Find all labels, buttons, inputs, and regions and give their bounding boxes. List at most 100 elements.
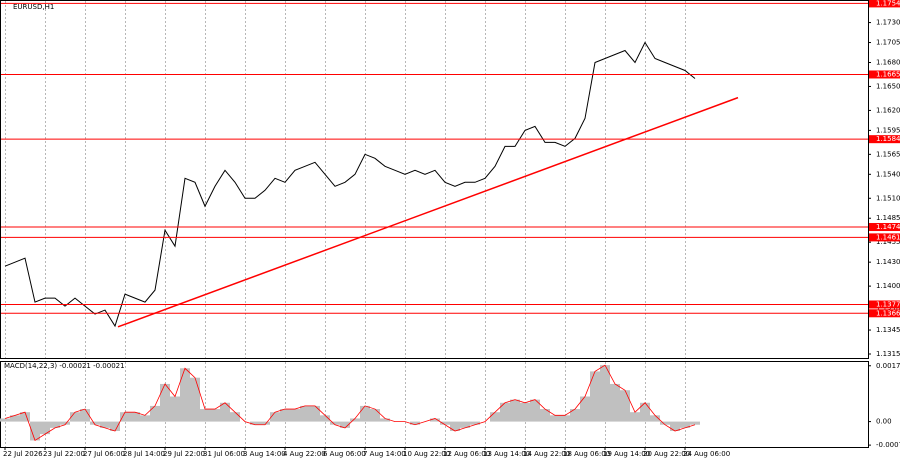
y-tick-label: 1.1430: [876, 258, 900, 266]
y-tick-label: 1.1485: [876, 214, 900, 222]
macd-bar: [20, 412, 30, 422]
macd-bar: [450, 421, 460, 432]
macd-bar: [630, 412, 640, 422]
level-label: 1.1754: [876, 0, 900, 7]
y-tick-label: 1.1565: [876, 150, 900, 158]
price-panel: [0, 0, 869, 359]
x-tick-label: 7 Aug 14:00: [363, 450, 406, 458]
macd-panel: [0, 361, 869, 448]
level-label: 1.1474: [876, 223, 900, 231]
macd-bar: [440, 421, 450, 425]
level-label: 1.1584: [876, 135, 900, 143]
x-tick-label: 6 Aug 06:00: [323, 450, 366, 458]
macd-bar: [560, 415, 570, 422]
macd-bar: [430, 418, 440, 422]
level-tag: [869, 70, 900, 79]
macd-bar: [500, 402, 510, 422]
x-tick-label: 23 Jul 22:00: [43, 450, 85, 458]
macd-bar: [520, 402, 530, 422]
macd-bar: [470, 421, 480, 425]
level-tag: [869, 233, 900, 242]
macd-bar: [30, 421, 40, 441]
macd-bar: [370, 409, 380, 422]
y-tick-label: 1.1730: [876, 19, 900, 27]
macd-bar: [150, 405, 160, 422]
macd-bar: [410, 421, 420, 425]
macd-bar: [380, 418, 390, 422]
macd-bar: [570, 409, 580, 422]
macd-bar: [340, 421, 350, 428]
macd-bar: [160, 383, 170, 422]
macd-bar: [640, 402, 650, 422]
macd-bar: [360, 405, 370, 422]
macd-bar: [580, 396, 590, 422]
x-tick-label: 10 Aug 22:00: [403, 450, 450, 458]
price-line: [4, 41, 696, 328]
y-tick-label: 0.00: [876, 418, 892, 426]
y-tick-label: 0.00178: [876, 362, 900, 370]
chart-title: EURUSD,H1: [13, 3, 54, 11]
macd-bar: [350, 418, 360, 422]
macd-bar: [10, 415, 20, 422]
macd-bar: [600, 365, 610, 422]
macd-bar: [610, 383, 620, 422]
x-tick-label: 31 Jul 06:00: [203, 450, 245, 458]
macd-bar: [590, 371, 600, 422]
macd-bar: [690, 421, 700, 425]
level-label: 1.1377: [876, 300, 900, 308]
x-tick-label: 20 Aug 22:00: [643, 450, 690, 458]
macd-bar: [110, 421, 120, 432]
y-tick-label: 1.1510: [876, 194, 900, 202]
macd-bar: [260, 421, 270, 425]
x-tick-label: 24 Aug 06:00: [683, 450, 730, 458]
macd-bar: [210, 409, 220, 422]
x-tick-label: 14 Aug 22:00: [523, 450, 570, 458]
macd-outline: [4, 364, 696, 442]
x-tick-label: 13 Aug 14:00: [483, 450, 530, 458]
macd-bar: [230, 412, 240, 422]
y-tick-label: 1.1705: [876, 39, 900, 47]
macd-bar: [270, 412, 280, 422]
macd-bar: [330, 421, 340, 425]
y-tick-label: 1.1455: [876, 238, 900, 246]
macd-bar: [190, 377, 200, 422]
macd-bar: [120, 412, 130, 422]
macd-bar: [460, 421, 470, 428]
macd-bar: [670, 421, 680, 432]
level-tag: [869, 309, 900, 318]
x-tick-label: 28 Jul 14:00: [123, 450, 165, 458]
macd-bar: [620, 390, 630, 422]
x-tick-label: 18 Aug 06:00: [563, 450, 610, 458]
level-tag: [869, 300, 900, 309]
macd-bar: [280, 409, 290, 422]
macd-bar: [130, 412, 140, 422]
macd-bar: [80, 409, 90, 422]
macd-bar: [0, 418, 10, 422]
macd-bar: [140, 415, 150, 422]
level-label: 1.1665: [876, 70, 900, 78]
macd-bar: [40, 421, 50, 435]
level-label: 1.1461: [876, 233, 900, 241]
macd-bar: [290, 409, 300, 422]
macd-bar: [650, 415, 660, 422]
y-tick-label: 1.1345: [876, 326, 900, 334]
y-tick-label: 1.1680: [876, 58, 900, 66]
y-tick-label: 1.1400: [876, 282, 900, 290]
macd-bar: [200, 409, 210, 422]
macd-bar: [490, 412, 500, 422]
y-tick-label: 1.1595: [876, 126, 900, 134]
macd-bar: [510, 399, 520, 422]
y-tick-label: 1.1650: [876, 82, 900, 90]
level-tag: [869, 223, 900, 232]
y-tick-label: 1.1620: [876, 106, 900, 114]
macd-bar: [60, 421, 70, 425]
level-tag: [869, 135, 900, 144]
level-tag: [869, 0, 900, 8]
macd-bar: [220, 402, 230, 422]
macd-bar: [250, 421, 260, 425]
indicator-title: MACD(14,22,3) -0.00021 -0.00021: [4, 362, 125, 370]
macd-bar: [680, 421, 690, 428]
macd-bar: [170, 396, 180, 422]
